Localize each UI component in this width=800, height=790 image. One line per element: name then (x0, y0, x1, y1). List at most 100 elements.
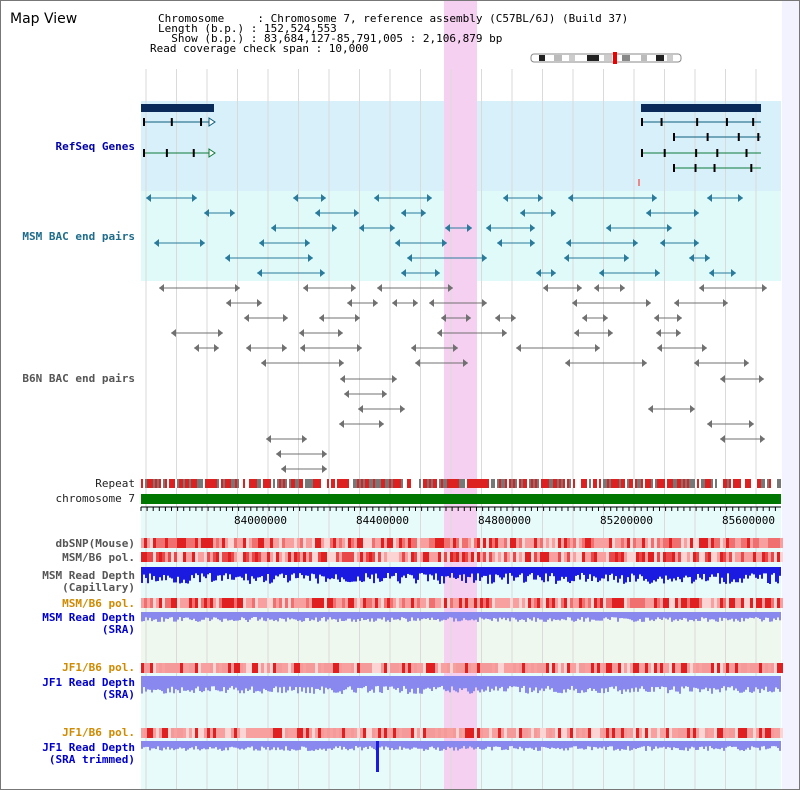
read-depth-bar (415, 741, 417, 748)
polymorphism-bin (414, 552, 417, 562)
read-depth-bar (387, 567, 389, 574)
repeat-bar (437, 479, 439, 488)
repeat-bar (153, 479, 155, 488)
polymorphism-bin (606, 598, 609, 608)
track-label-msm-bac[interactable]: MSM BAC end pairs (22, 230, 135, 243)
repeat-bar (567, 479, 569, 488)
bac-end (413, 299, 418, 307)
polymorphism-bin (405, 663, 408, 673)
repeat-bar (563, 479, 565, 488)
polymorphism-bin (144, 552, 147, 562)
read-depth-bar (525, 741, 527, 748)
read-depth-bar (375, 612, 377, 621)
read-depth-bar (233, 676, 235, 690)
polymorphism-bin (777, 538, 780, 548)
repeat-bar (285, 479, 287, 488)
polymorphism-bin (249, 598, 252, 608)
polymorphism-bin (201, 663, 204, 673)
repeat-bar (497, 479, 499, 488)
read-depth-bar (173, 612, 175, 622)
repeat-bar (543, 479, 545, 488)
polymorphism-bin (519, 663, 522, 673)
read-depth-bar (199, 741, 201, 751)
bac-end (594, 284, 599, 292)
polymorphism-bin (669, 552, 672, 562)
track-label-b6n-bac[interactable]: B6N BAC end pairs (22, 372, 135, 385)
read-depth-bar (485, 567, 487, 576)
repeat-bar (295, 479, 297, 488)
polymorphism-bin (759, 552, 762, 562)
track-label-dbsnp[interactable]: dbSNP(Mouse) (55, 537, 135, 550)
repeat-bar (627, 479, 629, 488)
repeat-bar (471, 479, 473, 488)
polymorphism-bin (669, 663, 672, 673)
polymorphism-bin (597, 728, 600, 738)
repeat-bar (771, 479, 773, 488)
polymorphism-bin (171, 663, 174, 673)
track-label-jf1-depth-trim[interactable]: JF1 Read Depth (42, 741, 135, 754)
bac-end (566, 239, 571, 247)
read-depth-bar (157, 612, 159, 622)
read-depth-bar (343, 676, 345, 691)
track-label-jf1-depth[interactable]: JF1 Read Depth (42, 676, 135, 689)
polymorphism-bin (309, 663, 312, 673)
read-depth-bar (699, 741, 701, 748)
read-depth-bar (241, 741, 243, 749)
polymorphism-bin (378, 598, 381, 608)
bac-end (744, 359, 749, 367)
read-depth-bar (749, 612, 751, 618)
polymorphism-bin (453, 598, 456, 608)
repeat-bar (769, 479, 771, 488)
repeat-bar (363, 479, 365, 488)
read-depth-bar (663, 676, 665, 688)
gene-exon (663, 149, 666, 157)
read-depth-bar (401, 567, 403, 578)
polymorphism-bin (555, 552, 558, 562)
track-label-jf1-b6-pol-2[interactable]: JF1/B6 pol. (62, 726, 135, 739)
read-depth-bar (245, 676, 247, 689)
read-depth-bar (511, 567, 513, 576)
bac-end (502, 329, 507, 337)
track-label-msm-depth-sra[interactable]: MSM Read Depth (42, 611, 135, 624)
polymorphism-bin (294, 538, 297, 548)
track-label-msm-depth-cap[interactable]: MSM Read Depth (42, 569, 135, 582)
repeat-bar (209, 479, 211, 488)
read-depth-bar (325, 567, 327, 582)
polymorphism-bin (327, 663, 330, 673)
read-depth-bar (379, 741, 381, 748)
track-label-msm-b6-pol-1[interactable]: MSM/B6 pol. (62, 551, 135, 564)
read-depth-bar (521, 741, 523, 749)
polymorphism-bin (618, 598, 621, 608)
read-depth-bar (155, 676, 157, 691)
repeat-bar (593, 479, 595, 488)
read-depth-bar (549, 612, 551, 619)
track-label-msm-b6-pol-2[interactable]: MSM/B6 pol. (62, 597, 135, 610)
polymorphism-bin (585, 552, 588, 562)
track-label-refseq[interactable]: RefSeq Genes (55, 140, 135, 153)
read-depth-bar (723, 676, 725, 687)
polymorphism-bin (699, 598, 702, 608)
read-depth-bar (181, 567, 183, 583)
read-depth-bar (511, 676, 513, 688)
repeat-bar (595, 479, 597, 488)
read-depth-bar (395, 612, 397, 620)
repeat-bar (435, 479, 437, 488)
polymorphism-bin (360, 663, 363, 673)
read-depth-bar (757, 612, 759, 618)
polymorphism-bin (627, 552, 630, 562)
read-depth-bar (461, 676, 463, 691)
polymorphism-bin (375, 598, 378, 608)
repeat-bar (587, 479, 589, 488)
bac-end (293, 194, 298, 202)
repeat-bar (159, 479, 161, 488)
read-depth-bar (249, 612, 251, 620)
repeat-bar (189, 479, 191, 488)
read-depth-bar (755, 567, 757, 578)
track-label-jf1-b6-pol-1[interactable]: JF1/B6 pol. (62, 661, 135, 674)
repeat-bar (157, 479, 159, 488)
read-depth-bar (257, 612, 259, 621)
read-depth-bar (715, 567, 717, 577)
read-depth-bar (519, 676, 521, 693)
read-depth-bar (629, 567, 631, 582)
